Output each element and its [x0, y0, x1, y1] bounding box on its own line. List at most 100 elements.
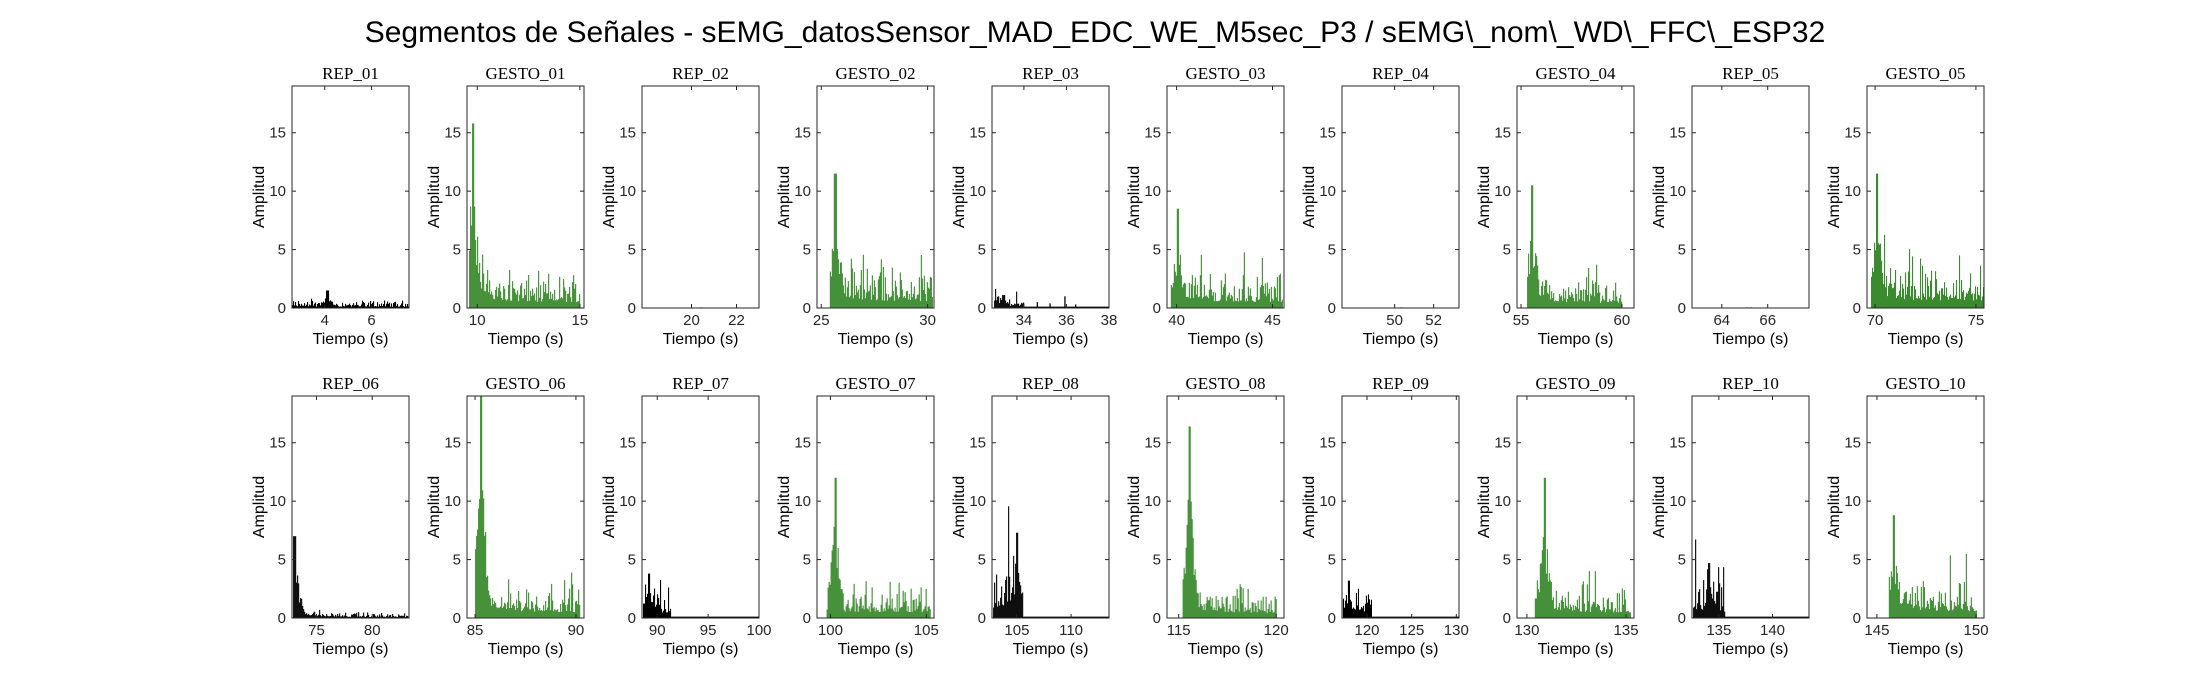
signal-bar — [1876, 173, 1878, 308]
axes-box — [1866, 395, 1985, 619]
signal-bar — [488, 590, 490, 618]
signal-bar — [1618, 302, 1620, 308]
signal-bar — [1556, 301, 1558, 308]
y-tick-label: 5 — [1678, 552, 1686, 569]
signal-bar — [300, 598, 302, 618]
signal-bar — [1885, 287, 1887, 308]
signal-bar — [381, 612, 383, 618]
signal-bar — [1549, 580, 1551, 618]
signal-bar — [1191, 275, 1193, 308]
x-tick-label: 6 — [367, 312, 375, 329]
signal-bar — [553, 300, 555, 308]
signal-bar — [878, 276, 880, 308]
signal-bar — [1535, 598, 1537, 618]
signal-bar — [1177, 208, 1179, 308]
y-tick-label: 5 — [628, 552, 636, 569]
y-axis-label: Amplitud — [426, 166, 443, 228]
y-axis-label: Amplitud — [1126, 476, 1143, 538]
signal-bar — [328, 290, 330, 308]
x-tick-label: 64 — [1713, 312, 1730, 329]
signal-bar — [1577, 608, 1579, 618]
signal-bar — [1925, 273, 1927, 308]
x-tick-label: 125 — [1399, 622, 1424, 639]
signal-bar — [517, 608, 519, 618]
y-tick-label: 5 — [1853, 552, 1861, 569]
signal-bar — [1615, 282, 1617, 308]
signal-bar — [559, 276, 561, 308]
signal-bar — [494, 299, 496, 308]
axes-box — [641, 85, 760, 309]
y-tick-label: 5 — [803, 552, 811, 569]
signal-bar — [482, 254, 484, 308]
y-tick-label: 0 — [978, 610, 986, 627]
signal-bar — [505, 604, 507, 618]
signal-bar — [1017, 532, 1019, 618]
signal-bar — [897, 611, 899, 618]
signal-bar — [346, 305, 348, 308]
signal-bar — [1211, 295, 1213, 308]
signal-bar — [1714, 600, 1716, 618]
signal-bar — [320, 615, 322, 618]
signal-bar — [1185, 296, 1187, 308]
signal-bar — [1203, 284, 1205, 308]
signal-bar — [1925, 606, 1927, 618]
signal-bar — [332, 614, 334, 618]
signal-bar — [648, 573, 650, 618]
signal-bar — [904, 592, 906, 618]
signal-bar — [324, 616, 326, 618]
signal-bar — [1233, 286, 1235, 308]
signal-bar — [1179, 254, 1181, 308]
signal-bar — [907, 606, 909, 618]
signal-bar — [903, 295, 905, 308]
signal-bar — [658, 597, 660, 618]
signal-bar — [1915, 604, 1917, 618]
signal-bar — [929, 609, 931, 618]
signal-bar — [1619, 298, 1621, 308]
signal-bar — [1243, 252, 1245, 308]
y-tick-label: 5 — [628, 242, 636, 259]
x-tick-label: 145 — [1864, 622, 1889, 639]
signal-bar — [848, 608, 850, 618]
signal-bar — [392, 614, 394, 618]
axes-box — [1341, 85, 1460, 309]
signal-bar — [1547, 292, 1549, 308]
signal-bar — [1247, 588, 1249, 618]
x-tick-label: 60 — [1614, 312, 1631, 329]
signal-bar — [512, 281, 514, 308]
signal-bar — [1549, 285, 1551, 308]
panel-title: GESTO_03 — [1186, 64, 1266, 83]
signal-bar — [557, 609, 559, 618]
signal-bar — [1600, 611, 1602, 618]
signal-bar — [1358, 609, 1360, 618]
signal-bar — [1905, 272, 1907, 308]
signal-bar — [485, 532, 487, 618]
signal-bar — [1541, 550, 1543, 618]
signal-bar — [394, 302, 396, 308]
signal-bar — [1611, 301, 1613, 308]
signal-bar — [1270, 600, 1272, 618]
x-axis-label: Tiempo (s) — [1363, 331, 1439, 348]
signal-bar — [859, 285, 861, 308]
signal-bar — [911, 611, 913, 618]
signal-bar — [834, 173, 836, 308]
signal-bar — [1584, 611, 1586, 618]
signal-bar — [1544, 286, 1546, 308]
signal-bar — [367, 612, 369, 618]
signal-bar — [1547, 581, 1549, 618]
signal-bar — [309, 615, 311, 618]
signal-bar — [1250, 296, 1252, 308]
signal-bar — [1278, 275, 1280, 308]
signal-bar — [577, 604, 579, 618]
signal-bar — [1222, 603, 1224, 618]
signal-bar — [553, 611, 555, 618]
signal-bar — [853, 272, 855, 308]
signal-bar — [339, 306, 341, 308]
signal-bar — [524, 606, 526, 618]
signal-bar — [534, 611, 536, 618]
signal-bar — [1895, 565, 1897, 618]
signal-bar — [357, 304, 359, 308]
signal-bar — [835, 173, 837, 308]
signal-bar — [836, 248, 838, 308]
signal-bar — [299, 602, 301, 618]
